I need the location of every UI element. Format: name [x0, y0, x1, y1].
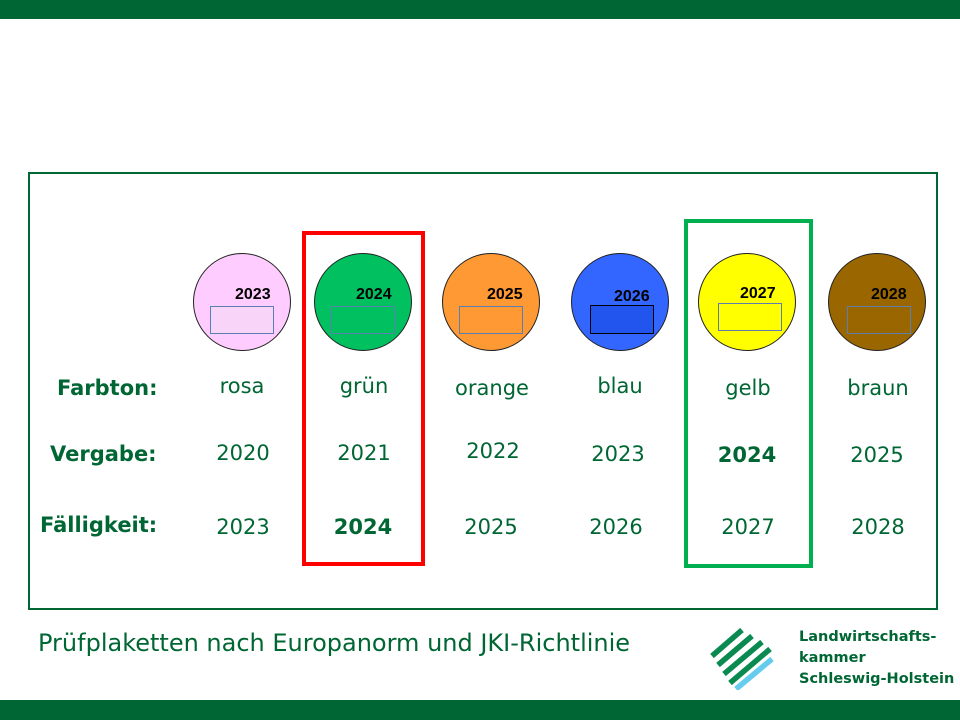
organization-line: Landwirtschafts- [799, 629, 937, 645]
badge-2027: 2027 [698, 253, 796, 351]
bottom-bar [0, 700, 960, 720]
farbton-cell: gelb [725, 376, 771, 400]
badge-year: 2028 [871, 286, 907, 303]
badge-2026: 2026 [571, 253, 669, 351]
vergabe-cell: 2023 [591, 442, 645, 466]
top-bar [0, 0, 960, 19]
vergabe-cell: 2021 [337, 441, 391, 465]
faelligkeit-cell: 2025 [464, 515, 518, 539]
badge-field [331, 306, 395, 334]
vergabe-cell: 2025 [850, 443, 904, 467]
lksh-logo-icon [710, 628, 774, 690]
farbton-cell: rosa [219, 374, 265, 398]
badge-2028: 2028 [828, 253, 926, 351]
badge-year: 2026 [614, 288, 650, 305]
row-label-faelligkeit: Fälligkeit: [40, 513, 158, 537]
badge-field [718, 303, 782, 331]
faelligkeit-cell: 2028 [851, 515, 905, 539]
badge-year: 2024 [356, 286, 392, 303]
organization-name: Landwirtschafts- kammer Schleswig-Holste… [799, 627, 954, 690]
badge-field [210, 306, 274, 334]
farbton-cell: blau [597, 374, 643, 398]
badge-field [847, 306, 911, 334]
vergabe-cell: 2022 [466, 439, 520, 463]
badge-year: 2025 [487, 286, 523, 303]
slide-caption: Prüfplaketten nach Europanorm und JKI-Ri… [38, 629, 631, 657]
badge-year: 2027 [740, 285, 776, 302]
vergabe-cell: 2020 [216, 441, 270, 465]
faelligkeit-cell: 2026 [589, 515, 643, 539]
highlight-frame-red [302, 231, 425, 566]
badge-field [590, 305, 654, 334]
highlight-frame-green [684, 219, 813, 568]
organization-line: kammer [799, 650, 866, 666]
organization-line: Schleswig-Holstein [799, 671, 955, 687]
badge-2025: 2025 [442, 253, 540, 351]
row-label-vergabe: Vergabe: [50, 442, 157, 466]
faelligkeit-cell: 2027 [721, 515, 775, 539]
content-frame [28, 172, 938, 610]
badge-2024: 2024 [314, 253, 412, 351]
farbton-cell: grün [339, 374, 389, 398]
row-label-farbton: Farbton: [57, 376, 158, 400]
farbton-cell: orange [455, 376, 529, 400]
farbton-cell: braun [847, 376, 909, 400]
faelligkeit-cell-highlighted: 2024 [333, 515, 393, 539]
badge-year: 2023 [235, 286, 271, 303]
badge-2023: 2023 [193, 253, 291, 351]
faelligkeit-cell: 2023 [216, 515, 270, 539]
vergabe-cell-highlighted: 2024 [717, 443, 777, 467]
badge-field [459, 306, 523, 334]
